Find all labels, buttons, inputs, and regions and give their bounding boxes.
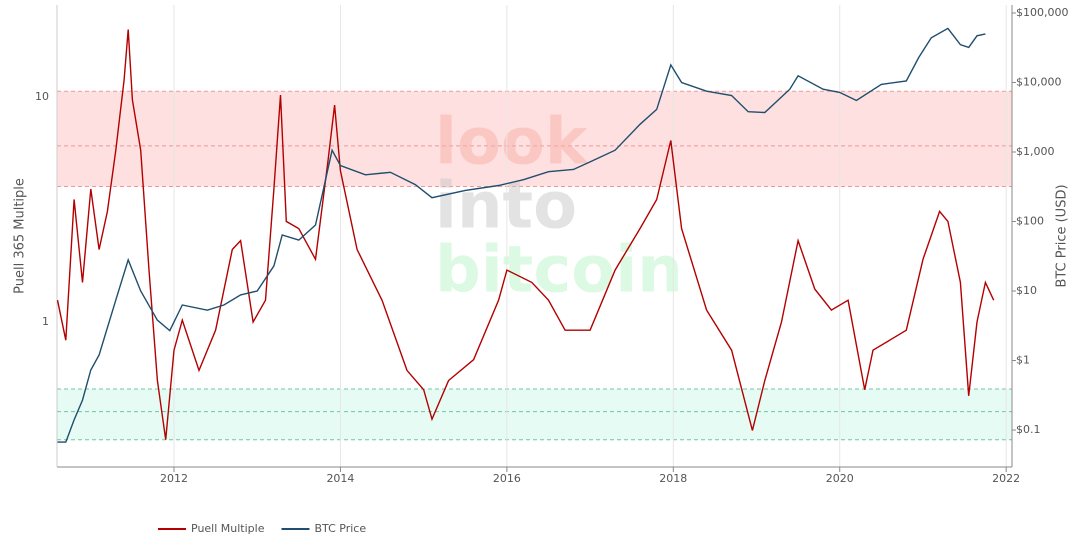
y2-tick-label: $1,000 [1016, 145, 1055, 158]
x-tick-label: 2018 [659, 472, 687, 485]
x-tick-label: 2014 [326, 472, 354, 485]
y2-tick-label: $100,000 [1016, 6, 1069, 19]
watermark: look [435, 106, 589, 180]
x-tick-label: 2020 [826, 472, 854, 485]
band [57, 91, 1012, 187]
series-line [57, 27, 986, 443]
y2-tick-label: $10 [1016, 284, 1037, 297]
watermark: bitcoin [435, 234, 683, 308]
legend-label: Puell Multiple [191, 522, 265, 535]
watermark: into [435, 170, 577, 244]
band [57, 389, 1012, 440]
y-tick-label: 10 [35, 90, 49, 103]
y2-tick-label: $100 [1016, 215, 1044, 228]
series-line [56, 29, 995, 440]
y2-axis-title: BTC Price (USD) [1055, 184, 1070, 287]
y2-tick-label: $0.1 [1016, 423, 1041, 436]
y-tick-label: 1 [42, 315, 49, 328]
legend-label: BTC Price [314, 522, 366, 535]
y2-tick-label: $1 [1016, 354, 1030, 367]
x-tick-label: 2022 [992, 472, 1020, 485]
y2-tick-label: $10,000 [1016, 75, 1062, 88]
x-tick-label: 2012 [160, 472, 188, 485]
y-axis-title: Puell 365 Multiple [13, 178, 28, 294]
x-tick-label: 2016 [493, 472, 521, 485]
